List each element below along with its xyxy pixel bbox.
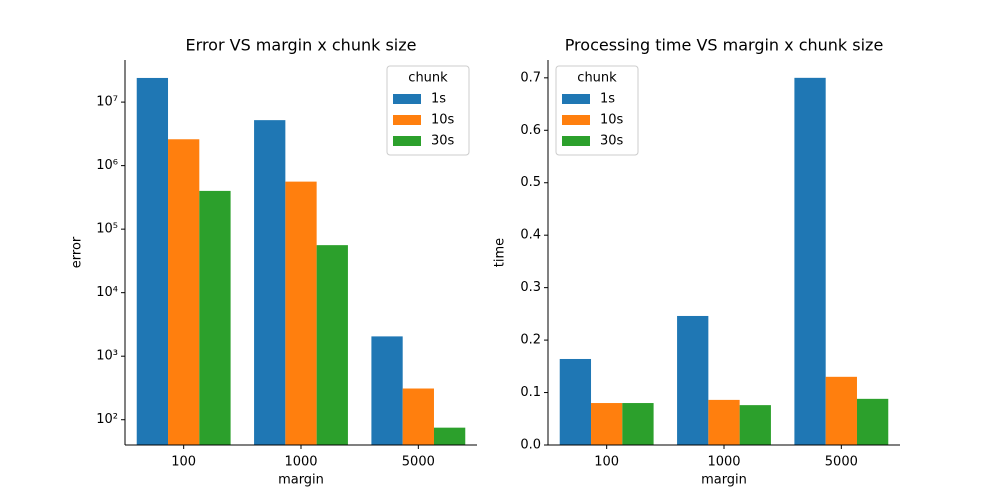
y-tick-label: 10⁵ [96, 222, 118, 237]
bar [136, 77, 169, 446]
bar [825, 376, 857, 445]
legend-label: 1s [600, 92, 615, 107]
x-axis-label: margin [701, 473, 747, 488]
bar [199, 190, 231, 445]
bar [316, 245, 348, 445]
x-tick-label: 100 [594, 455, 619, 470]
y-tick-label: 0.5 [520, 175, 541, 190]
x-tick-label: 1000 [707, 455, 740, 470]
bar [168, 139, 200, 445]
bar [285, 181, 317, 445]
legend-title: chunk [577, 71, 617, 86]
y-tick-label: 10³ [96, 349, 118, 364]
bar [677, 315, 709, 445]
bar [254, 120, 286, 446]
y-tick-label: 10⁷ [96, 95, 118, 110]
legend-swatch [562, 115, 590, 125]
legend-swatch [393, 115, 421, 125]
legend-swatch [393, 94, 421, 104]
x-tick-label: 5000 [825, 455, 858, 470]
legend-title: chunk [408, 71, 448, 86]
y-tick-label: 0.2 [520, 333, 541, 348]
legend-swatch [562, 94, 590, 104]
bar [794, 77, 826, 445]
y-tick-label: 0.0 [520, 438, 541, 453]
bar [559, 358, 592, 445]
y-axis-label: time [493, 238, 508, 267]
legend-swatch [562, 136, 590, 146]
bar [708, 399, 740, 445]
chart-title: Error VS margin x chunk size [186, 36, 417, 55]
bar [622, 403, 654, 445]
y-tick-label: 0.7 [520, 70, 541, 85]
chart-title: Processing time VS margin x chunk size [565, 36, 884, 55]
x-tick-label: 5000 [402, 455, 435, 470]
x-tick-label: 100 [171, 455, 196, 470]
bar [591, 403, 623, 445]
y-tick-label: 0.6 [520, 123, 541, 138]
bar [739, 405, 771, 445]
legend-swatch [393, 136, 421, 146]
bar [371, 336, 403, 445]
x-tick-label: 1000 [284, 455, 317, 470]
bar [856, 398, 889, 445]
legend-label: 30s [600, 134, 624, 149]
legend-box [386, 65, 470, 156]
y-tick-label: 10⁶ [96, 158, 118, 173]
bar [433, 427, 466, 445]
y-tick-label: 0.4 [520, 228, 541, 243]
y-tick-label: 0.1 [520, 385, 541, 400]
y-tick-label: 0.3 [520, 280, 541, 295]
y-tick-label: 10² [96, 412, 118, 427]
legend-label: 10s [600, 113, 624, 128]
legend-label: 1s [431, 92, 446, 107]
y-tick-label: 10⁴ [96, 285, 118, 300]
y-axis-label: error [70, 236, 85, 268]
legend-label: 10s [431, 113, 455, 128]
legend-label: 30s [431, 134, 455, 149]
legend-box [555, 65, 639, 156]
bar [402, 388, 434, 445]
x-axis-label: margin [278, 473, 324, 488]
